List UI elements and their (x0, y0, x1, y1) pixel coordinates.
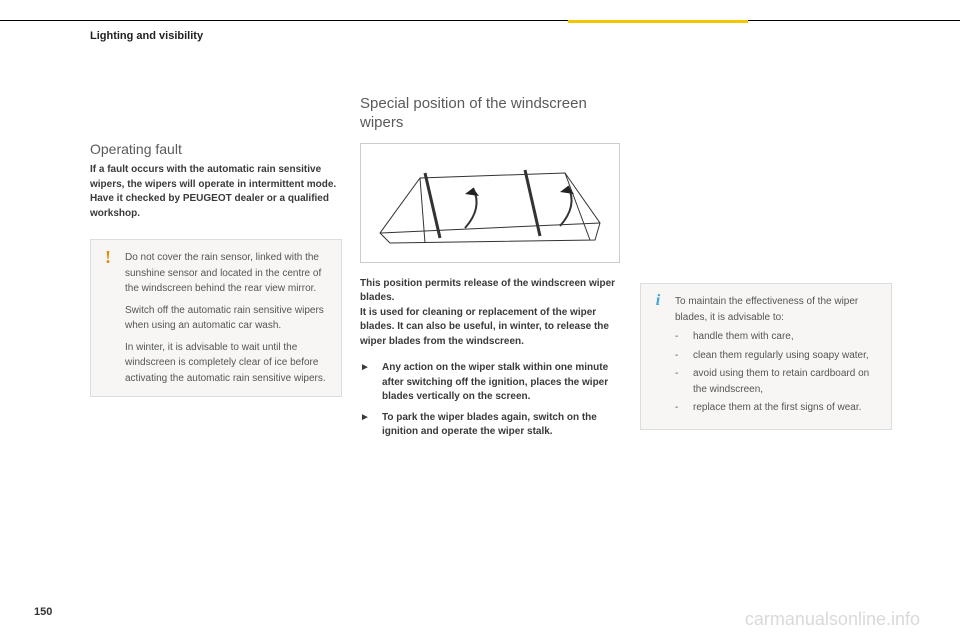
mid-bullet-1: ► Any action on the wiper stalk within o… (360, 361, 622, 405)
warning-p2: Switch off the automatic rain sensitive … (125, 303, 329, 334)
warning-p1: Do not cover the rain sensor, linked wit… (125, 250, 329, 297)
info-callout: i To maintain the effectiveness of the w… (640, 283, 892, 430)
right-column: i To maintain the effectiveness of the w… (640, 95, 892, 446)
page-top-accent (568, 20, 748, 23)
middle-column: Special position of the windscreen wiper… (360, 95, 622, 446)
watermark: carmanualsonline.info (745, 609, 920, 630)
warning-callout: ! Do not cover the rain sensor, linked w… (90, 239, 342, 397)
info-icon: i (649, 292, 667, 310)
page-top-rule (0, 20, 960, 21)
info-item-4: -replace them at the first signs of wear… (675, 400, 879, 416)
page-number: 150 (34, 606, 52, 618)
right-spacer (640, 95, 892, 265)
main-content: Operating fault If a fault occurs with t… (90, 95, 910, 446)
warning-p3: In winter, it is advisable to wait until… (125, 340, 329, 387)
triangle-bullet-icon: ► (360, 361, 372, 405)
dash-icon: - (675, 366, 683, 397)
special-position-heading: Special position of the windscreen wiper… (360, 95, 622, 133)
left-column: Operating fault If a fault occurs with t… (90, 95, 342, 446)
info-list: -handle them with care, -clean them regu… (675, 329, 879, 416)
mid-p1: This position permits release of the win… (360, 277, 622, 306)
wiper-figure (360, 143, 620, 263)
info-item-1: -handle them with care, (675, 329, 879, 345)
mid-bullet-1-text: Any action on the wiper stalk within one… (382, 361, 622, 405)
info-item-2: -clean them regularly using soapy water, (675, 348, 879, 364)
dash-icon: - (675, 400, 683, 416)
triangle-bullet-icon: ► (360, 411, 372, 440)
operating-fault-p2: Have it checked by PEUGEOT dealer or a q… (90, 192, 342, 221)
mid-bullet-2: ► To park the wiper blades again, switch… (360, 411, 622, 440)
operating-fault-heading: Operating fault (90, 141, 342, 157)
warning-icon: ! (99, 248, 117, 266)
mid-bullet-2-text: To park the wiper blades again, switch o… (382, 411, 622, 440)
wiper-illustration (365, 148, 615, 258)
dash-icon: - (675, 329, 683, 345)
section-header: Lighting and visibility (90, 30, 203, 42)
dash-icon: - (675, 348, 683, 364)
info-item-4-text: replace them at the first signs of wear. (693, 400, 861, 416)
info-item-1-text: handle them with care, (693, 329, 794, 345)
operating-fault-p1: If a fault occurs with the automatic rai… (90, 163, 342, 192)
info-item-3: -avoid using them to retain cardboard on… (675, 366, 879, 397)
info-item-2-text: clean them regularly using soapy water, (693, 348, 869, 364)
mid-bullet-list: ► Any action on the wiper stalk within o… (360, 361, 622, 446)
info-intro: To maintain the effectiveness of the wip… (675, 294, 879, 325)
info-item-3-text: avoid using them to retain cardboard on … (693, 366, 879, 397)
mid-p2: It is used for cleaning or replacement o… (360, 306, 622, 350)
